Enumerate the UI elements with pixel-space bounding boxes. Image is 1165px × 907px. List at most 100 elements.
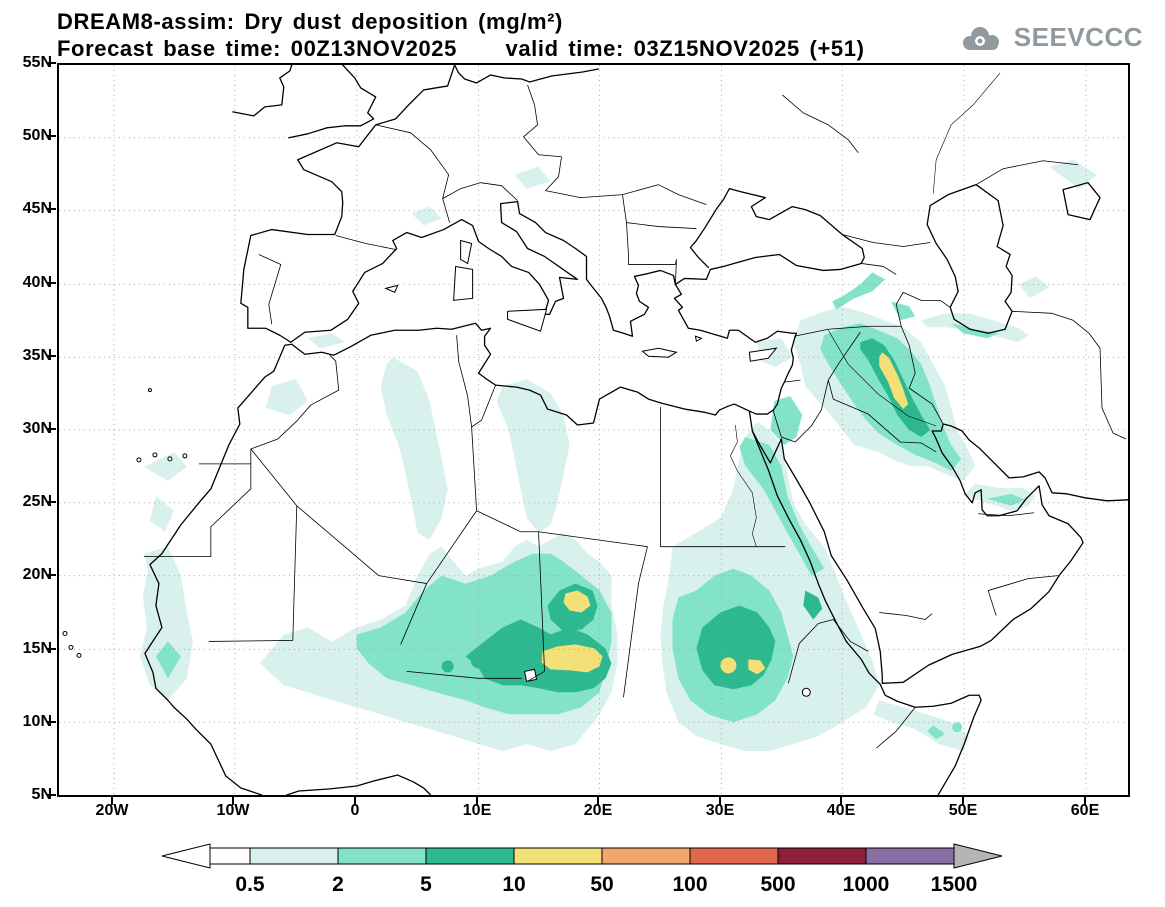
colorbar-cell xyxy=(337,847,427,865)
lat-tick-label: 30N xyxy=(22,420,52,437)
colorbar-cell xyxy=(209,847,251,865)
coastline-path xyxy=(516,200,677,337)
dust-region xyxy=(563,590,591,613)
border-path xyxy=(456,335,496,428)
river-path xyxy=(730,424,757,547)
lon-tick xyxy=(232,797,234,805)
border-path xyxy=(772,292,951,453)
lon-tick-label: 10W xyxy=(216,802,250,819)
border-path xyxy=(143,354,648,642)
coastline-path xyxy=(460,200,579,315)
coastline-path xyxy=(286,774,432,795)
dust-region xyxy=(1049,159,1098,189)
lon-tick-label: 20W xyxy=(95,802,129,819)
island-path xyxy=(641,347,678,358)
colorbar-legend: 0.5 2 5 10 50 100 500 1000 1500 xyxy=(158,842,1008,900)
colorbar-left-arrow xyxy=(161,843,211,869)
dust-region xyxy=(470,652,487,669)
colorbar-cell xyxy=(601,847,691,865)
coastline-path xyxy=(748,409,774,415)
lon-tick xyxy=(840,797,842,805)
colorbar-label: 0.5 xyxy=(235,873,265,896)
lon-tick-label: 10E xyxy=(462,802,492,819)
dust-region xyxy=(757,338,793,368)
border-path xyxy=(842,234,1127,440)
dust-region xyxy=(411,206,442,226)
river-path xyxy=(932,72,1001,194)
dust-region xyxy=(770,396,803,445)
dust-region xyxy=(832,272,886,310)
lat-tick xyxy=(47,355,56,357)
border-path xyxy=(787,619,916,749)
border-path xyxy=(258,124,518,325)
coastline-path xyxy=(232,65,293,117)
island-path xyxy=(68,644,74,650)
gridline xyxy=(59,137,1128,723)
dust-region xyxy=(952,722,963,733)
island-path xyxy=(694,335,703,343)
colorbar-label: 1500 xyxy=(930,873,978,896)
map-plot-frame xyxy=(57,63,1130,797)
lon-tick-label: 0 xyxy=(350,802,360,819)
coastline-path xyxy=(942,423,1128,502)
coastline-path xyxy=(674,268,712,286)
dust-region xyxy=(987,493,1026,506)
dust-region xyxy=(265,379,308,416)
lat-tick xyxy=(47,282,56,284)
lon-tick xyxy=(597,797,599,805)
island-path xyxy=(167,456,173,462)
colorbar-label: 5 xyxy=(420,873,432,896)
coastline-path xyxy=(290,218,463,343)
lon-tick xyxy=(111,797,113,805)
dust-region xyxy=(155,641,181,679)
lon-tick xyxy=(476,797,478,805)
colorbar-cell xyxy=(777,847,867,865)
page-subtitle: Forecast base time: 00Z13NOV2025 valid t… xyxy=(57,36,865,61)
dust-region xyxy=(891,301,916,321)
colorbar-cell xyxy=(689,847,779,865)
border-path xyxy=(523,84,707,285)
colorbar-label: 50 xyxy=(590,873,614,896)
graticule-layer xyxy=(59,65,1128,795)
dust-region xyxy=(541,644,603,673)
coastline-path xyxy=(288,65,377,139)
colorbar-label: 100 xyxy=(672,873,708,896)
island-path xyxy=(147,388,152,393)
dust-level4-layer xyxy=(541,352,909,675)
coastline-path xyxy=(926,184,1013,334)
dust-region xyxy=(739,436,825,576)
island-path xyxy=(136,457,142,463)
dust-region xyxy=(139,546,193,701)
cloud-gear-icon xyxy=(962,26,999,50)
coastline-path xyxy=(673,283,797,411)
colorbar-cell xyxy=(865,847,955,865)
lat-tick-label: 10N xyxy=(22,713,52,730)
lon-tick-label: 30E xyxy=(705,802,735,819)
island-path xyxy=(460,239,473,265)
islands-layer xyxy=(62,239,811,697)
lat-tick xyxy=(47,501,56,503)
seevccc-logo: SEEVCCC xyxy=(958,22,1143,53)
dust-region xyxy=(720,657,737,674)
coastline-path xyxy=(689,188,865,272)
border-path xyxy=(400,407,786,698)
page-title: DREAM8-assim: Dry dust deposition (mg/m²… xyxy=(57,9,563,34)
island-path xyxy=(453,265,474,301)
coastline-path xyxy=(144,322,982,795)
coastline-path xyxy=(751,423,1084,684)
dust-region xyxy=(803,590,823,620)
lon-tick xyxy=(354,797,356,805)
gridline xyxy=(113,65,1087,795)
dust-region xyxy=(380,357,448,540)
lon-tick-label: 40E xyxy=(826,802,856,819)
lon-tick xyxy=(1084,797,1086,805)
borders-layer xyxy=(143,84,1127,749)
map-canvas xyxy=(59,65,1128,795)
colorbar-label: 500 xyxy=(760,873,796,896)
border-path xyxy=(879,512,1059,620)
dust-region xyxy=(143,451,187,481)
dust-region xyxy=(465,619,612,693)
lat-tick xyxy=(47,574,56,576)
lat-tick-label: 5N xyxy=(31,786,52,803)
